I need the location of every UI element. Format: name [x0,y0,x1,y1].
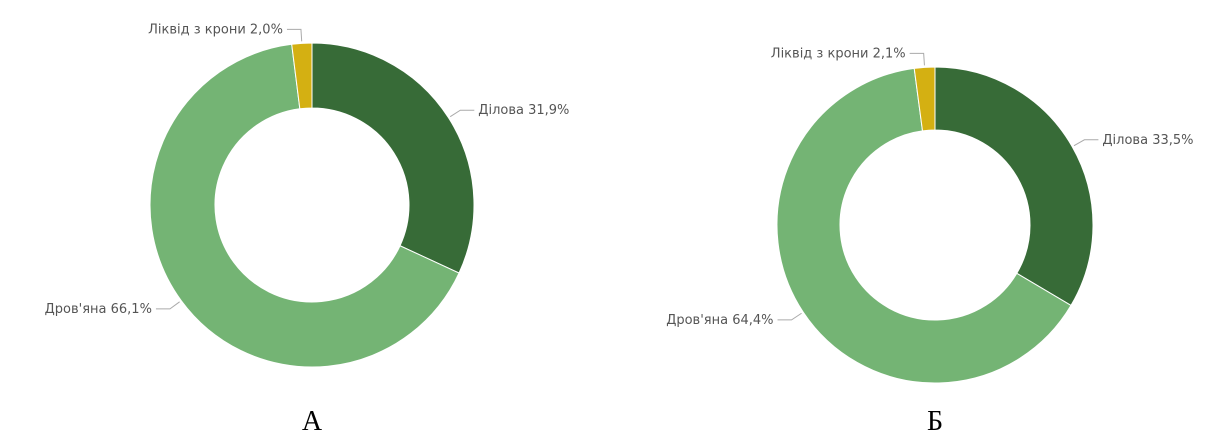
value-label: 66,1% [111,301,152,316]
data-label: Дров'яна 64,4% [666,312,773,327]
value-label: 64,4% [732,312,773,327]
category-label: Ліквід з крони [148,22,246,37]
donut-slice [913,66,936,132]
data-label: Ділова 33,5% [1102,132,1193,147]
donut-slice [776,67,1072,384]
donut-slice [291,42,313,110]
category-label: Дров'яна [666,312,728,327]
donut-slice [934,66,1094,307]
value-label: 33,5% [1152,132,1193,147]
value-label: 31,9% [528,103,569,118]
value-label: 2,0% [250,22,283,37]
chart-caption: Б [927,406,943,437]
data-label: Ліквід з крони 2,0% [148,22,283,37]
donut-slice [149,43,460,368]
leader-line [449,109,475,118]
leader-line [777,312,802,321]
chart-caption: А [302,406,323,437]
category-label: Ділова [1102,132,1148,147]
leader-line [1073,139,1099,147]
data-label: Дров'яна 66,1% [45,301,152,316]
data-label: Ліквід з крони 2,1% [771,46,906,61]
leader-line [909,52,925,66]
leader-line [155,301,180,310]
category-label: Дров'яна [45,301,107,316]
data-label: Ділова 31,9% [478,103,569,118]
value-label: 2,1% [873,46,906,61]
category-label: Ділова [478,103,524,118]
donut-slice [311,42,475,274]
category-label: Ліквід з крони [771,46,869,61]
leader-line [286,28,303,42]
